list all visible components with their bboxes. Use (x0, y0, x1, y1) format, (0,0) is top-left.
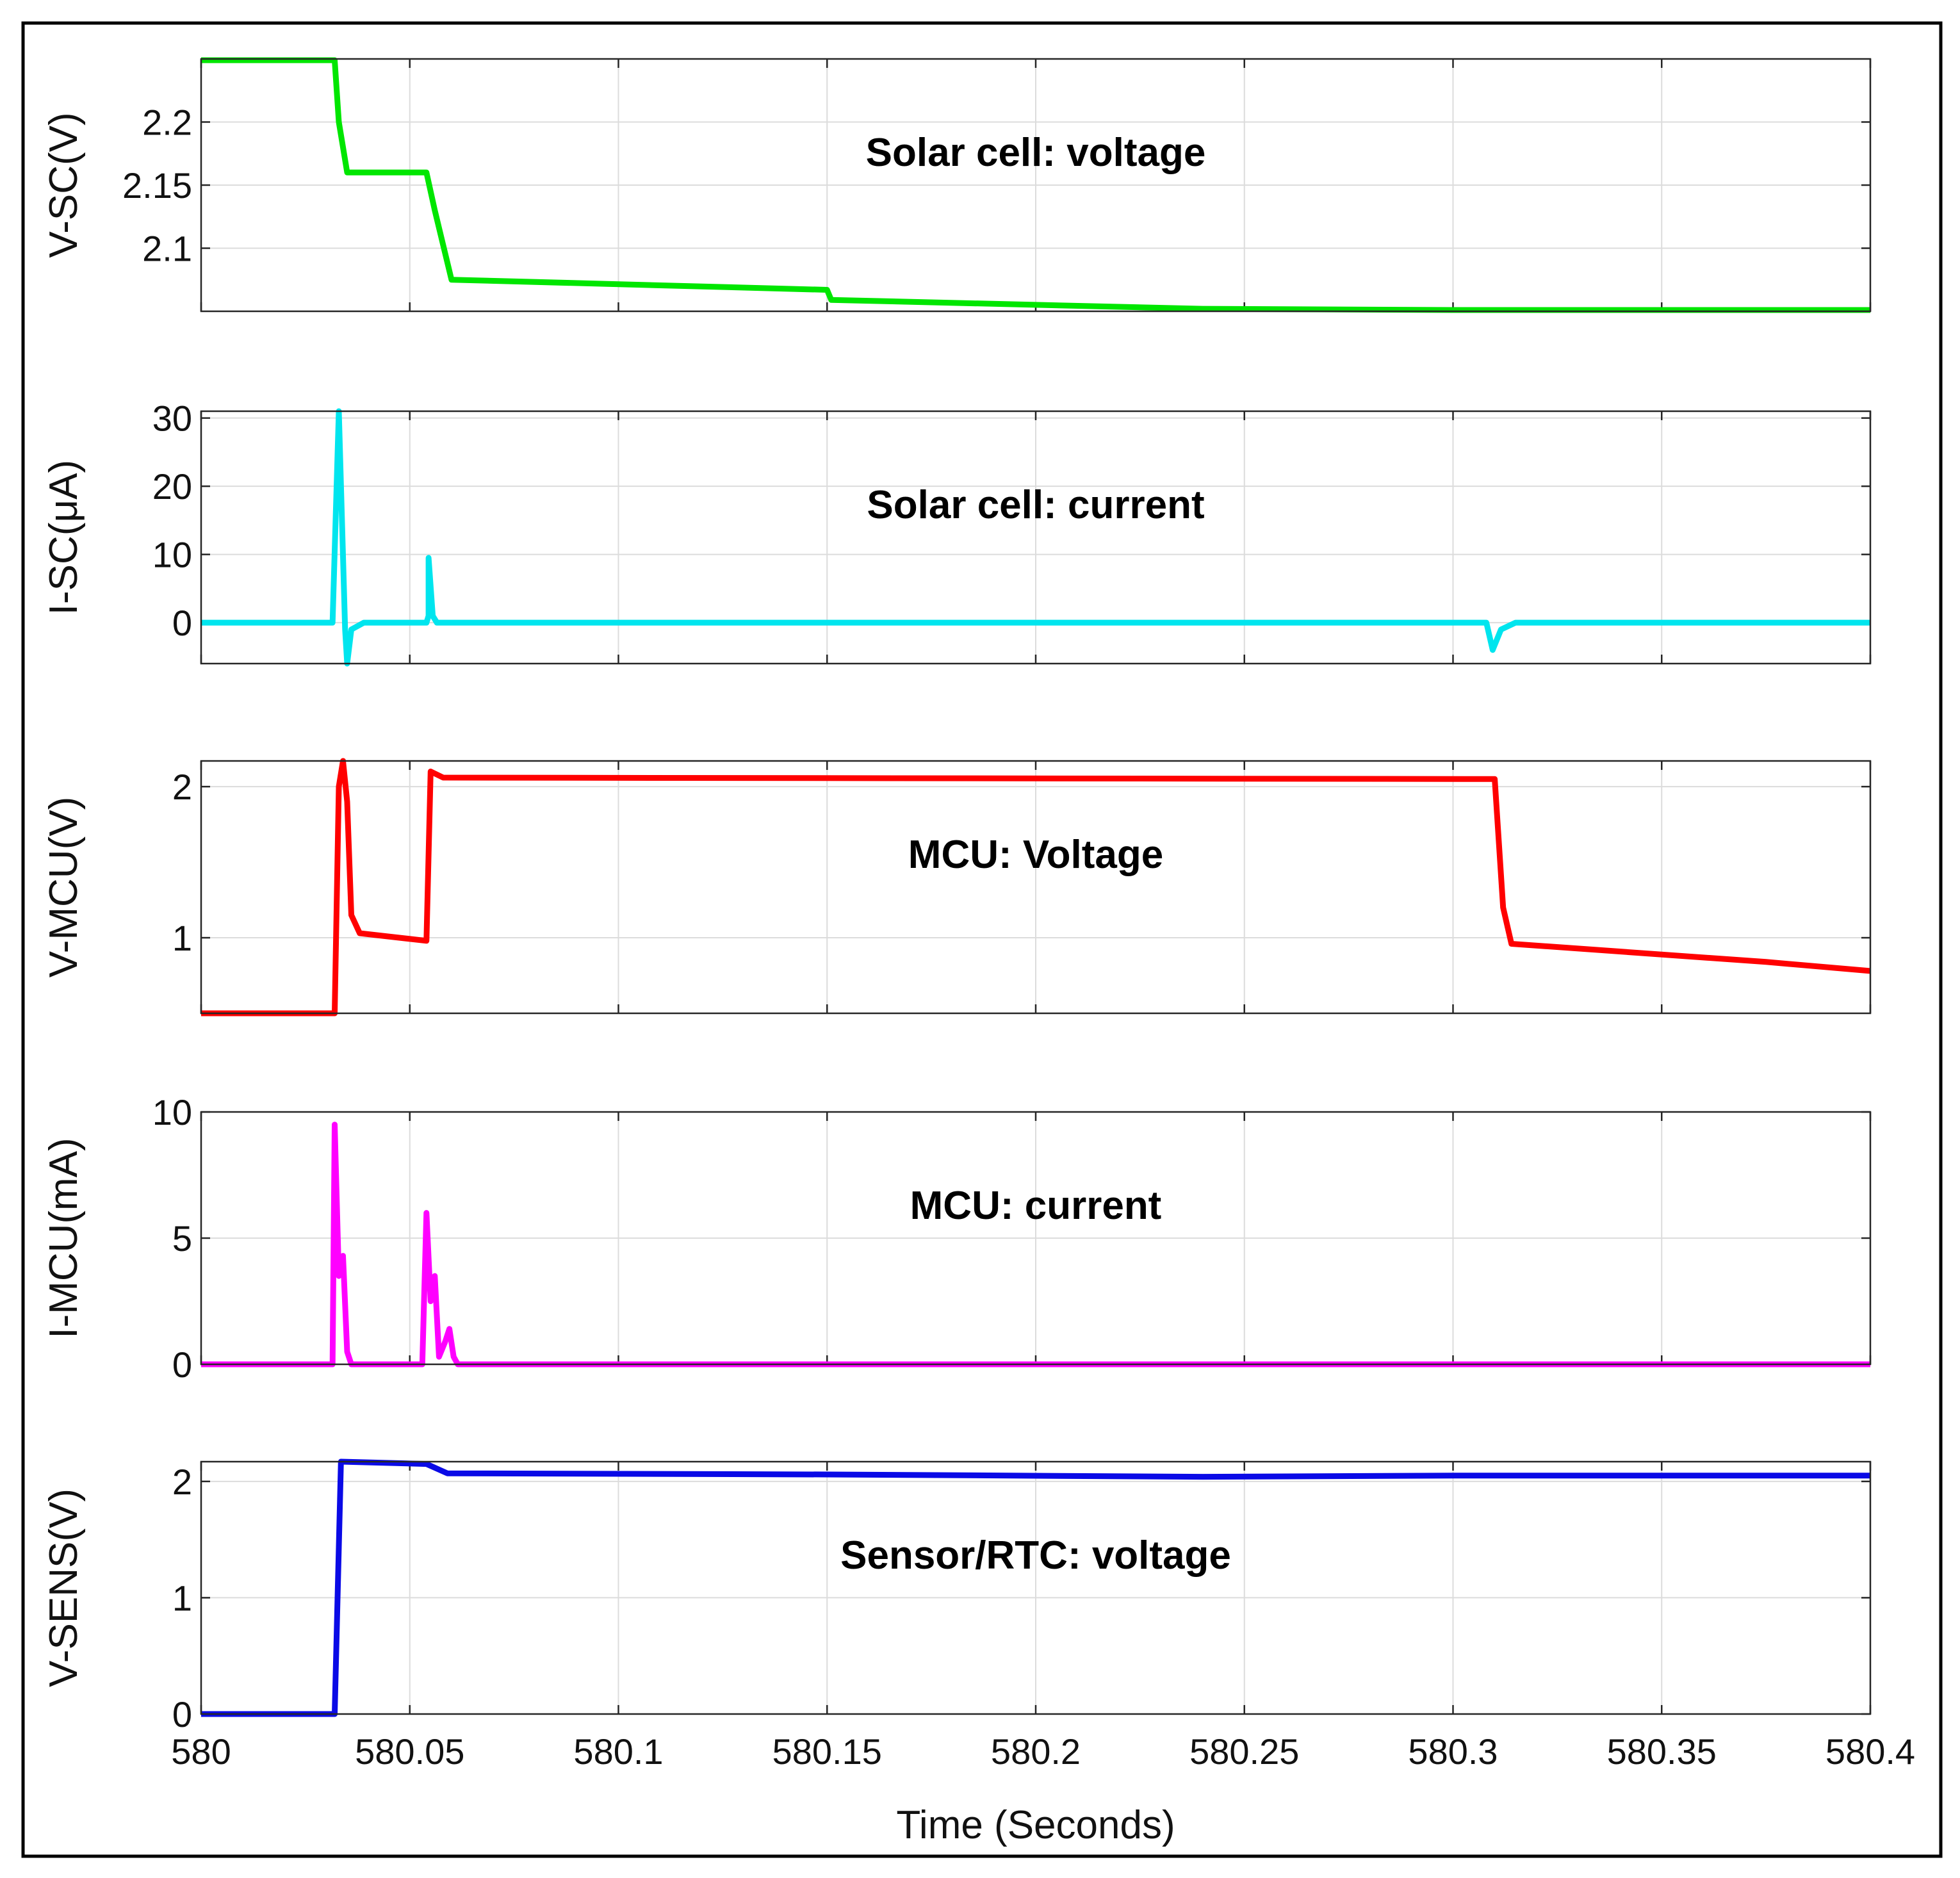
y-axis-label: V-SC(V) (42, 112, 86, 257)
subplot-v-mcu: 1 2 V-MCU(V) MCU: Voltage (42, 758, 1872, 1017)
x-tick-label: 580.4 (1825, 1731, 1915, 1772)
x-tick-label: 580.05 (355, 1731, 464, 1772)
series-line-v-sens (201, 1458, 1870, 1717)
y-tick-label: 2.15 (122, 165, 192, 206)
y-tick-label: 10 (152, 1092, 192, 1132)
y-tick-label: 1 (172, 918, 192, 958)
y-axis-label: I-MCU(mA) (42, 1138, 86, 1338)
y-axis-label: V-MCU(V) (42, 797, 86, 977)
x-axis: 580 580.05 580.1 580.15 580.2 580.25 580.3 580.… (171, 1731, 1915, 1772)
plot-area-frame (200, 1111, 1872, 1366)
y-tick-label: 2.2 (142, 102, 192, 143)
y-tick-label: 5 (172, 1218, 192, 1259)
plot-area-frame (200, 760, 1872, 1015)
subplots: 2.12.152.2V-SC(V) Solar cell: voltage0102… (42, 57, 1872, 1735)
series-line-i-sc (201, 408, 1870, 667)
panel-annotation: Sensor/RTC: voltage (840, 1533, 1231, 1578)
y-tick-label: 0 (172, 1694, 192, 1735)
x-tick-label: 580 (171, 1731, 231, 1772)
y-tick-label: 1 (172, 1578, 192, 1618)
y-axis-label: V-SENS(V) (42, 1489, 86, 1687)
subplot-i-mcu: 0 5 10 I-MCU(mA) MCU: current (42, 1092, 1872, 1385)
x-tick-label: 580.2 (991, 1731, 1081, 1772)
y-tick-label: 0 (172, 603, 192, 643)
y-tick-label: 30 (152, 398, 192, 439)
x-axis-label: Time (Seconds) (896, 1803, 1175, 1847)
panel-annotation: Solar cell: voltage (866, 131, 1206, 175)
series-line-i-mcu (201, 1122, 1870, 1368)
x-tick-label: 580.15 (772, 1731, 882, 1772)
x-tick-label: 580.1 (573, 1731, 663, 1772)
subplot-i-sc: 0 10 20 30 I-SC(μA) Solar cell: current (42, 398, 1872, 667)
panel-annotation: Solar cell: current (867, 483, 1204, 527)
y-tick-label: 2.1 (142, 229, 192, 269)
series-line-v-mcu (201, 758, 1870, 1017)
y-tick-label: 2 (172, 1462, 192, 1502)
series-line-v-sc (201, 57, 1870, 313)
figure-border (21, 21, 1943, 1858)
subplot-v-sc: 2.1 2.15 2.2 V-SC(V) Solar cell: voltage (42, 57, 1872, 313)
y-tick-label: 2 (172, 767, 192, 807)
x-tick-label: 580.25 (1189, 1731, 1299, 1772)
y-tick-label: 20 (152, 466, 192, 507)
plot-area-frame (200, 410, 1872, 665)
subplot-v-sens: 0 1 2 V-SENS(V) Sensor/RTC: voltage (42, 1458, 1872, 1735)
plot-area-frame (200, 1460, 1872, 1715)
x-tick-label: 580.35 (1607, 1731, 1717, 1772)
y-axis-label: I-SC(μA) (42, 460, 86, 615)
plot-area-frame (200, 58, 1872, 313)
x-tick-label: 580.3 (1408, 1731, 1498, 1772)
y-tick-label: 0 (172, 1344, 192, 1385)
panel-annotation: MCU: current (910, 1184, 1162, 1228)
panel-annotation: MCU: Voltage (908, 833, 1163, 877)
y-tick-label: 10 (152, 535, 192, 575)
